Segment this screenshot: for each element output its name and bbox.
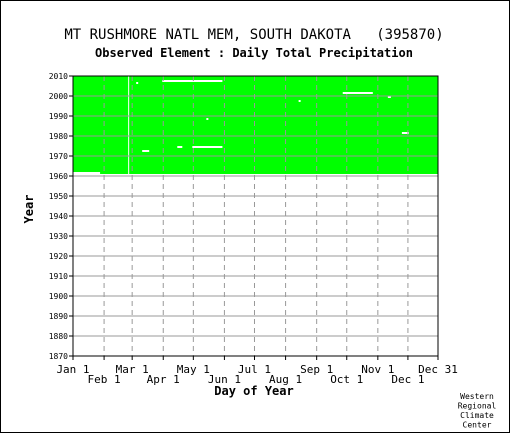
y-tick-label: 1980 — [49, 132, 68, 141]
chart-subtitle: Observed Element : Daily Total Precipita… — [95, 46, 413, 60]
x-tick-label: Mar 1 — [116, 363, 149, 376]
missing-data-gap — [128, 76, 130, 174]
x-tick-label: Oct 1 — [330, 373, 363, 386]
y-tick-label: 1910 — [49, 272, 68, 281]
y-tick-label: 1970 — [49, 152, 68, 161]
credit-line: Western — [460, 392, 494, 401]
missing-data-gap — [192, 146, 223, 148]
x-tick-label: Feb 1 — [88, 373, 121, 386]
y-tick-label: 2000 — [49, 92, 68, 101]
plot-border — [72, 75, 439, 357]
missing-data-gap — [206, 118, 209, 120]
x-tick-label: Apr 1 — [147, 373, 180, 386]
chart-title: MT RUSHMORE NATL MEM, SOUTH DAKOTA (3958… — [64, 27, 443, 43]
y-tick-label: 1990 — [49, 112, 68, 121]
y-tick-label: 1930 — [49, 232, 68, 241]
missing-data-gap — [298, 100, 301, 102]
y-tick-label: 1950 — [49, 192, 68, 201]
credit-line: Climate — [460, 411, 494, 420]
credit-line: Regional — [458, 402, 497, 411]
x-tick-label: May 1 — [177, 363, 210, 376]
y-tick-label: 1870 — [49, 352, 68, 361]
y-tick-label: 1960 — [49, 172, 68, 181]
credit-line: Center — [463, 421, 492, 430]
x-tick-label: Jan 1 — [56, 363, 89, 376]
x-tick-label: Aug 1 — [269, 373, 302, 386]
y-tick-label: 1880 — [49, 332, 68, 341]
x-tick-label: Sep 1 — [300, 363, 333, 376]
x-tick-label: Dec 31 — [418, 363, 458, 376]
y-axis-label: Year — [22, 195, 36, 224]
missing-data-gap — [73, 172, 101, 174]
missing-data-gap — [387, 96, 391, 98]
missing-data-gap — [162, 80, 223, 82]
plot-area: 1870 1880 1890 1900 1910 1920 1930 1940 1950 1960… — [49, 72, 458, 386]
x-tick-label: Jul 1 — [238, 363, 271, 376]
y-tick-label: 1890 — [49, 312, 68, 321]
missing-data-gap — [136, 82, 139, 84]
x-axis-label: Day of Year — [214, 384, 293, 398]
x-tick-label: Nov 1 — [361, 363, 394, 376]
missing-data-gap — [177, 146, 183, 148]
y-tick-label: 1900 — [49, 292, 68, 301]
y-tick-label: 1920 — [49, 252, 68, 261]
x-tick-label: Dec 1 — [391, 373, 424, 386]
x-tick-label: Jun 1 — [208, 373, 241, 386]
observed-data-block — [73, 76, 438, 174]
missing-data-gap — [401, 132, 409, 134]
y-tick-label: 2010 — [49, 72, 68, 81]
missing-data-gap — [342, 92, 373, 94]
missing-data-gap — [142, 150, 150, 152]
y-tick-label: 1940 — [49, 212, 68, 221]
